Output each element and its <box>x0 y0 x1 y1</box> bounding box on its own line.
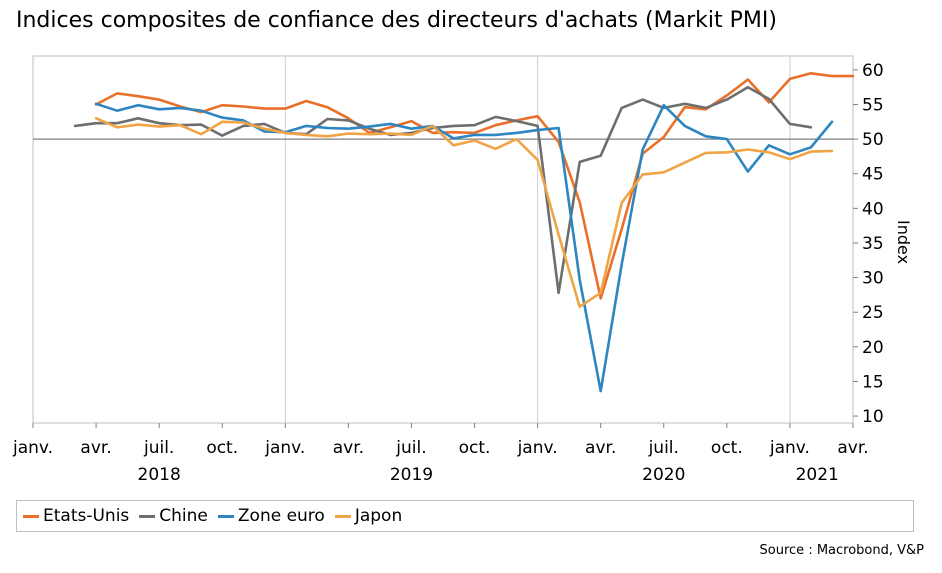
x-year-label: 2019 <box>390 465 433 485</box>
series-line-japon <box>94 117 834 308</box>
legend-swatch <box>139 514 156 518</box>
x-tick-label: avr. <box>80 438 111 458</box>
x-tick-label: janv. <box>769 438 810 458</box>
x-tick-label: janv. <box>264 438 305 458</box>
legend-item: Zone euro <box>217 506 325 526</box>
x-year-label: 2018 <box>138 465 181 485</box>
legend: Etats-Unis Chine Zone euro Japon <box>16 500 914 532</box>
y-tick-label: 50 <box>862 130 884 150</box>
grid-layer <box>32 55 854 424</box>
source-note: Source : Macrobond, V&P <box>759 543 924 558</box>
x-tick-label: janv. <box>517 438 558 458</box>
legend-label: Chine <box>159 506 208 526</box>
plot-frame <box>32 55 854 424</box>
legend-swatch <box>217 514 234 518</box>
x-year-label: 2020 <box>642 465 685 485</box>
chart-title: Indices composites de confiance des dire… <box>16 8 777 33</box>
legend-swatch <box>23 514 39 518</box>
x-tick-label: avr. <box>837 438 868 458</box>
axis-layer: 10 15 20 25 30 35 40 45 50 55 60 janv. avr. juil. oct.… <box>12 61 884 485</box>
y-tick-label: 35 <box>862 234 884 254</box>
x-tick-label: juil. <box>395 438 426 458</box>
x-year-label: 2021 <box>796 465 839 485</box>
x-tick-label: avr. <box>585 438 616 458</box>
y-tick-label: 15 <box>862 372 884 392</box>
y-tick-label: 10 <box>862 407 884 427</box>
legend-item: Chine <box>139 506 208 526</box>
legend-label: Japon <box>354 506 403 526</box>
y-axis-label: Index <box>894 220 913 264</box>
y-tick-label: 30 <box>862 269 884 289</box>
y-tick-label: 55 <box>862 95 884 115</box>
series-line-chine <box>73 85 813 295</box>
series-line-zone-euro <box>94 102 834 393</box>
legend-label: Etats-Unis <box>43 506 130 526</box>
x-tick-label: juil. <box>648 438 679 458</box>
x-tick-label: janv. <box>12 438 53 458</box>
y-tick-label: 45 <box>862 165 884 185</box>
x-tick-label: avr. <box>333 438 364 458</box>
legend-swatch <box>334 514 351 518</box>
legend-item: Japon <box>334 506 403 526</box>
series-layer <box>73 72 855 393</box>
legend-item: Etats-Unis <box>23 506 129 526</box>
y-tick-label: 40 <box>862 199 884 219</box>
y-tick-label: 60 <box>862 61 884 81</box>
y-tick-label: 20 <box>862 338 884 358</box>
series-line-etats-unis <box>94 72 855 300</box>
x-tick-label: oct. <box>711 438 743 458</box>
x-tick-label: oct. <box>459 438 491 458</box>
line-chart: 10 15 20 25 30 35 40 45 50 55 60 janv. avr. juil. oct.… <box>12 55 913 485</box>
legend-label: Zone euro <box>237 506 325 526</box>
y-tick-label: 25 <box>862 303 884 323</box>
x-tick-label: oct. <box>206 438 238 458</box>
x-tick-label: juil. <box>143 438 174 458</box>
